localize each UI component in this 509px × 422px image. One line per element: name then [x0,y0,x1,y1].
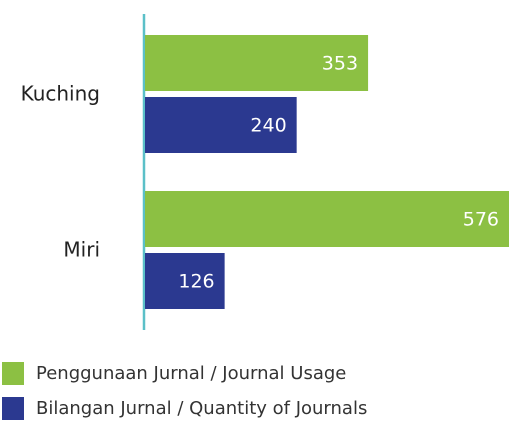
data-label: 353 [322,53,358,75]
legend-label: Penggunaan Jurnal / Journal Usage [36,363,346,384]
legend-swatch [2,362,24,385]
category-label: Kuching [21,82,100,106]
category-label: Miri [63,238,100,262]
bar [145,253,225,309]
legend-swatch [2,397,24,420]
data-label: 126 [178,271,214,293]
data-label: 576 [463,209,499,231]
bar [145,97,297,153]
legend-label: Bilangan Jurnal / Quantity of Journals [36,398,367,419]
data-label: 240 [250,115,286,137]
bar [145,191,509,247]
bar [145,35,369,91]
